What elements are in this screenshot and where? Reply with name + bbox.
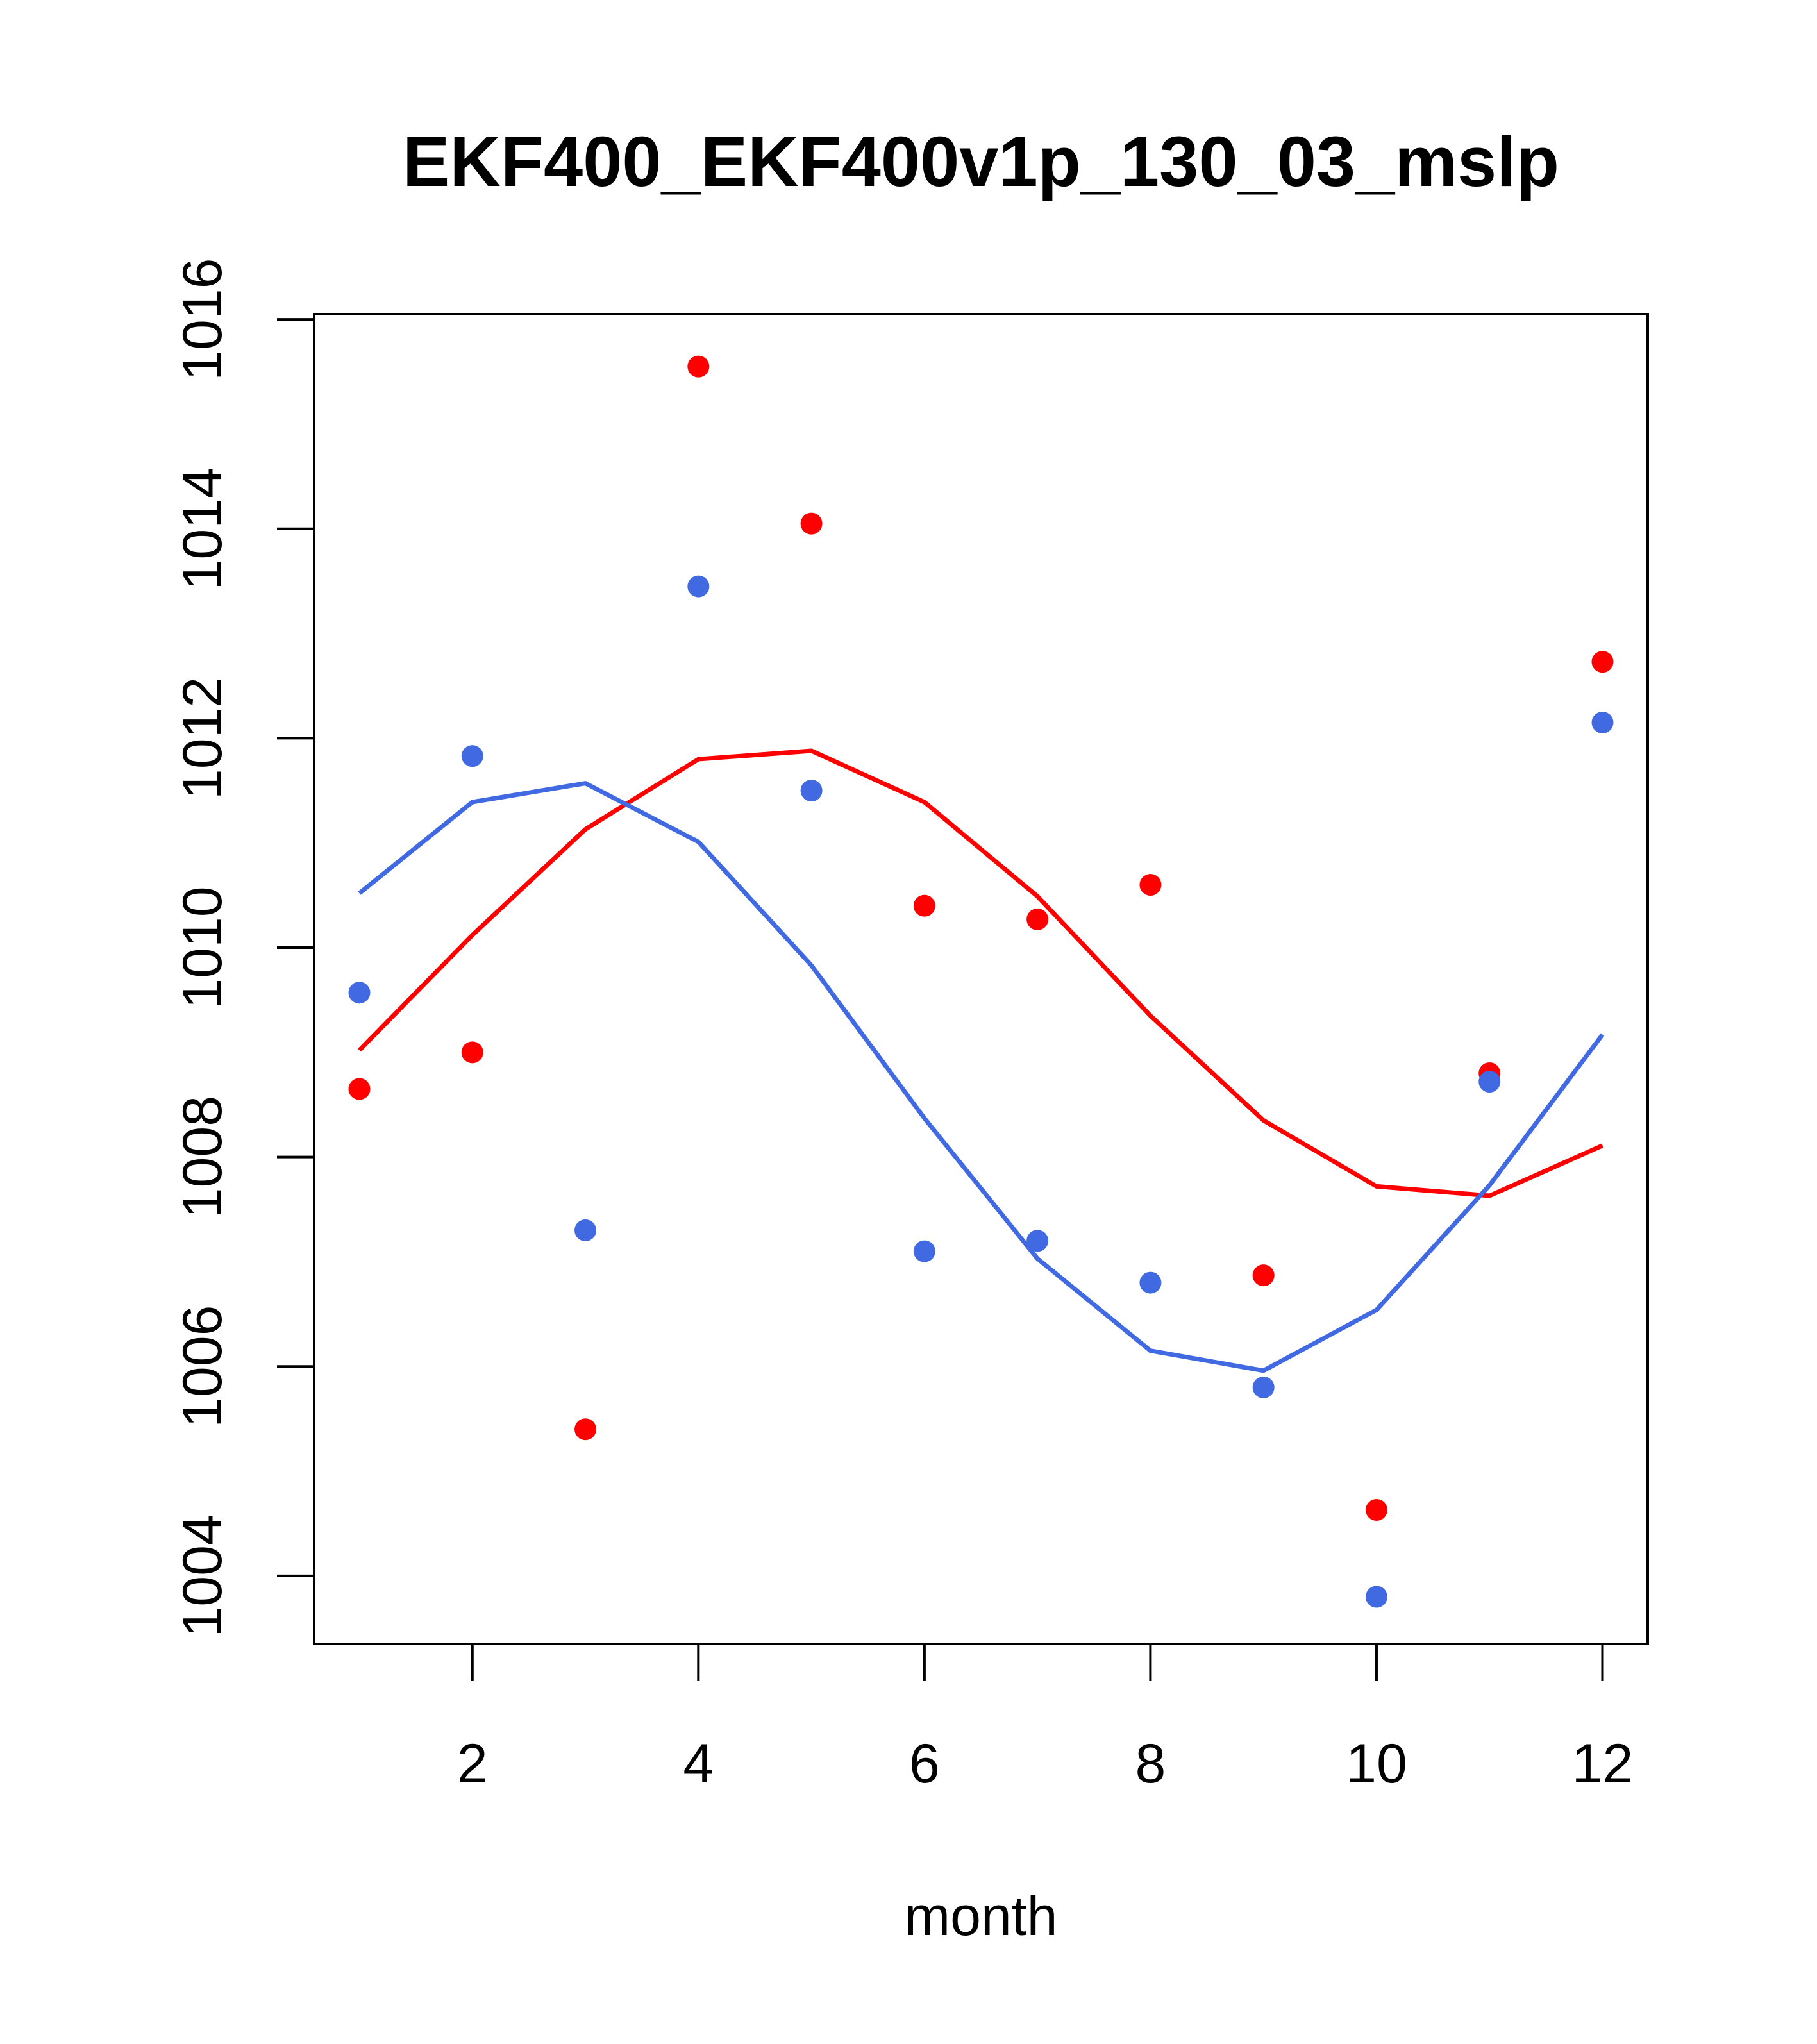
red-point (461, 1041, 483, 1064)
blue-point (1252, 1376, 1275, 1398)
y-tick-label: 1016 (172, 258, 233, 381)
red-fit-line (358, 748, 1603, 1198)
blue-point (461, 745, 483, 767)
y-axis: 1004 1006 1008 1010 1012 1014 1016 (172, 258, 315, 1638)
y-tick-label: 1004 (172, 1514, 233, 1637)
blue-point (1478, 1071, 1501, 1093)
red-point (800, 512, 823, 535)
x-axis-label: month (904, 1886, 1057, 1947)
blue-point (1591, 711, 1614, 733)
red-point (574, 1418, 597, 1441)
data-points (348, 355, 1614, 1608)
y-tick-label: 1010 (172, 886, 233, 1009)
blue-point (800, 780, 823, 802)
red-point (348, 1078, 371, 1100)
blue-fit-line (358, 781, 1605, 1373)
red-point (913, 894, 935, 917)
red-point (1365, 1498, 1387, 1521)
red-point (1252, 1264, 1275, 1287)
blue-point (687, 575, 710, 598)
blue-point (574, 1219, 597, 1241)
y-tick-label: 1014 (172, 467, 233, 590)
x-tick-label: 12 (1572, 1733, 1634, 1795)
x-tick-label: 6 (909, 1733, 940, 1795)
x-tick-label: 10 (1346, 1733, 1407, 1795)
x-tick-label: 4 (683, 1733, 714, 1795)
x-axis: 2 4 6 8 10 12 (457, 1643, 1634, 1795)
blue-point (1365, 1586, 1387, 1608)
red-point (1026, 908, 1049, 930)
x-tick-label: 8 (1135, 1733, 1166, 1795)
blue-point (1139, 1271, 1162, 1294)
red-point (1591, 651, 1614, 673)
red-point (687, 355, 710, 378)
blue-point (348, 982, 371, 1004)
y-tick-label: 1012 (172, 677, 233, 800)
plot-frame (313, 313, 1649, 1645)
blue-point (913, 1240, 935, 1262)
chart-title: EKF400_EKF400v1p_130_03_mslp (403, 122, 1559, 201)
fit-lines (358, 748, 1605, 1373)
red-point (1139, 874, 1162, 896)
y-tick-label: 1008 (172, 1096, 233, 1218)
x-tick-label: 2 (457, 1733, 488, 1795)
blue-point (1026, 1230, 1049, 1252)
y-tick-label: 1006 (172, 1305, 233, 1428)
